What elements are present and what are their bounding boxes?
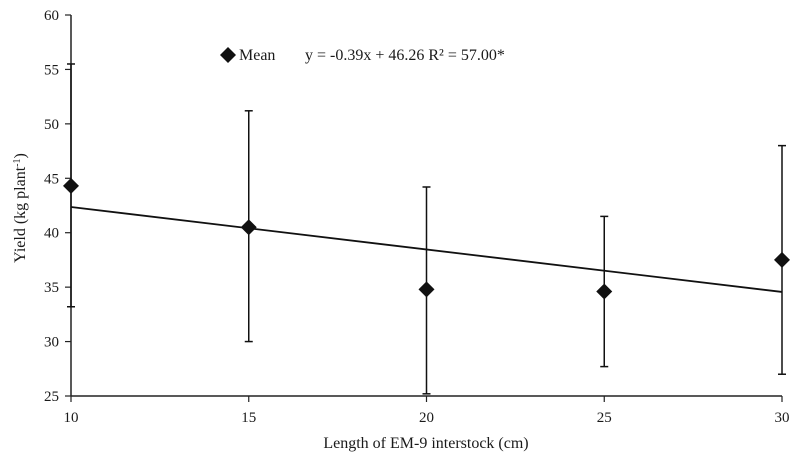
x-tick-label: 25 [597,410,612,426]
x-axis-label: Length of EM-9 interstock (cm) [323,435,528,452]
y-tick-label: 55 [44,62,59,78]
x-tick-label: 20 [419,410,434,426]
y-tick-label: 30 [44,335,59,351]
error-bars [67,63,786,395]
y-tick-label: 40 [44,226,59,242]
y-axis-label-end: ) [12,153,29,158]
x-ticks: 10 15 20 25 30 [64,396,790,426]
data-point [774,251,790,268]
data-points [63,177,790,300]
y-axis-label: Yield (kg plant-1) [12,153,30,263]
y-axis-label-main: Yield (kg plant [12,166,29,263]
y-tick-label: 60 [44,8,59,24]
y-ticks: 25 30 35 40 45 50 55 60 [44,8,71,405]
data-point [240,219,257,236]
data-point [596,283,613,300]
y-tick-label: 35 [44,280,59,296]
y-tick-label: 45 [44,171,59,187]
data-point [63,177,79,194]
legend-label: Mean [239,47,275,64]
legend: Mean y = -0.39x + 46.26 R² = 57.00* [220,47,505,64]
y-tick-label: 25 [44,389,59,405]
x-tick-label: 30 [775,410,790,426]
y-axis-label-superscript: -1 [12,159,23,167]
x-tick-label: 15 [241,410,256,426]
y-tick-label: 50 [44,117,59,133]
legend-marker-diamond [220,47,236,63]
trendline-equation: y = -0.39x + 46.26 R² = 57.00* [305,47,505,64]
data-point [418,281,435,298]
x-tick-label: 10 [64,410,79,426]
